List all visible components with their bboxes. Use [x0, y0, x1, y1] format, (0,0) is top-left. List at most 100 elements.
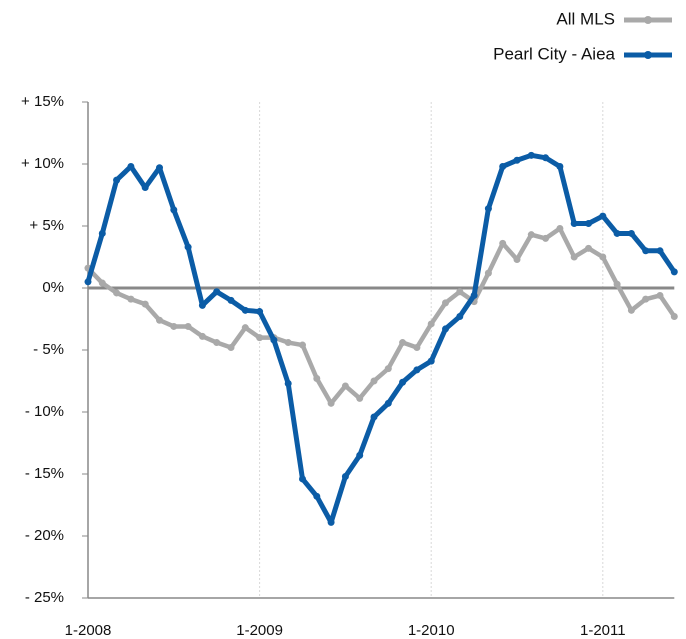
point: [113, 176, 121, 184]
point: [370, 377, 378, 385]
point: [399, 339, 407, 347]
point: [570, 220, 578, 228]
point: [84, 278, 92, 286]
point: [284, 379, 292, 387]
point: [642, 295, 650, 303]
point: [384, 399, 392, 407]
point: [241, 306, 249, 314]
point: [542, 234, 550, 242]
y-tick-label: - 20%: [25, 527, 64, 544]
point: [170, 322, 178, 330]
point: [627, 306, 635, 314]
point: [198, 332, 206, 340]
point: [484, 205, 492, 213]
point: [613, 229, 621, 237]
point: [198, 301, 206, 309]
point: [356, 451, 364, 459]
point: [327, 518, 335, 526]
point: [513, 255, 521, 263]
point: [427, 320, 435, 328]
x-tick-label: 1-2008: [65, 622, 112, 639]
point: [256, 308, 264, 316]
point: [456, 313, 464, 321]
point: [427, 357, 435, 365]
x-tick-label: 1-2009: [236, 622, 283, 639]
y-tick-label: 0%: [42, 279, 64, 296]
y-tick-label: + 15%: [21, 93, 64, 110]
y-tick-label: + 10%: [21, 155, 64, 172]
point: [341, 472, 349, 480]
point: [227, 344, 235, 352]
point: [556, 162, 564, 170]
point: [542, 154, 550, 162]
point: [213, 339, 221, 347]
point: [313, 375, 321, 383]
point: [156, 316, 163, 324]
point: [399, 378, 407, 386]
point: [470, 291, 478, 299]
point: [98, 229, 106, 237]
point: [570, 253, 578, 261]
point: [513, 156, 521, 164]
point: [299, 475, 306, 483]
point: [413, 366, 421, 374]
y-tick-label: - 10%: [25, 403, 64, 420]
point: [370, 413, 378, 421]
point: [656, 247, 664, 255]
point: [341, 382, 349, 390]
point: [527, 151, 535, 159]
point: [442, 325, 449, 333]
point: [299, 341, 306, 349]
point: [599, 212, 607, 220]
y-tick-label: + 5%: [29, 217, 64, 234]
legend-label: Pearl City - Aiea: [493, 44, 615, 63]
point: [456, 288, 464, 296]
point: [670, 313, 678, 321]
y-tick-label: - 5%: [33, 341, 64, 358]
point: [413, 344, 421, 352]
point: [127, 295, 135, 303]
point: [227, 296, 235, 304]
point: [213, 288, 221, 296]
point: [113, 289, 121, 297]
point: [670, 268, 678, 276]
point: [184, 243, 192, 251]
x-tick-label: 1-2010: [408, 622, 455, 639]
point: [499, 239, 507, 247]
point: [499, 162, 507, 170]
point: [613, 280, 621, 288]
legend-label: All MLS: [556, 9, 615, 28]
point: [327, 399, 335, 407]
point: [627, 229, 635, 237]
point: [527, 231, 535, 239]
point: [256, 334, 264, 342]
point: [599, 253, 607, 261]
point: [585, 244, 592, 252]
point: [313, 492, 321, 500]
series-line: [86, 226, 677, 406]
point: [442, 299, 449, 307]
point: [284, 339, 292, 347]
y-tick-label: - 15%: [25, 465, 64, 482]
point: [170, 206, 178, 214]
legend-swatch-dot: [644, 51, 652, 59]
point: [141, 184, 149, 192]
point: [556, 224, 564, 232]
point: [384, 365, 392, 373]
y-tick-label: - 25%: [25, 589, 64, 606]
point: [241, 324, 249, 332]
point: [127, 162, 135, 170]
point: [484, 269, 492, 277]
point: [656, 291, 664, 299]
point: [270, 336, 278, 344]
x-tick-label: 1-2011: [580, 622, 626, 639]
point: [184, 322, 192, 330]
point: [156, 164, 163, 172]
point: [356, 394, 364, 402]
point: [98, 279, 106, 287]
point: [585, 220, 592, 228]
point: [642, 247, 650, 255]
point: [141, 300, 149, 308]
legend-swatch-dot: [644, 16, 652, 24]
